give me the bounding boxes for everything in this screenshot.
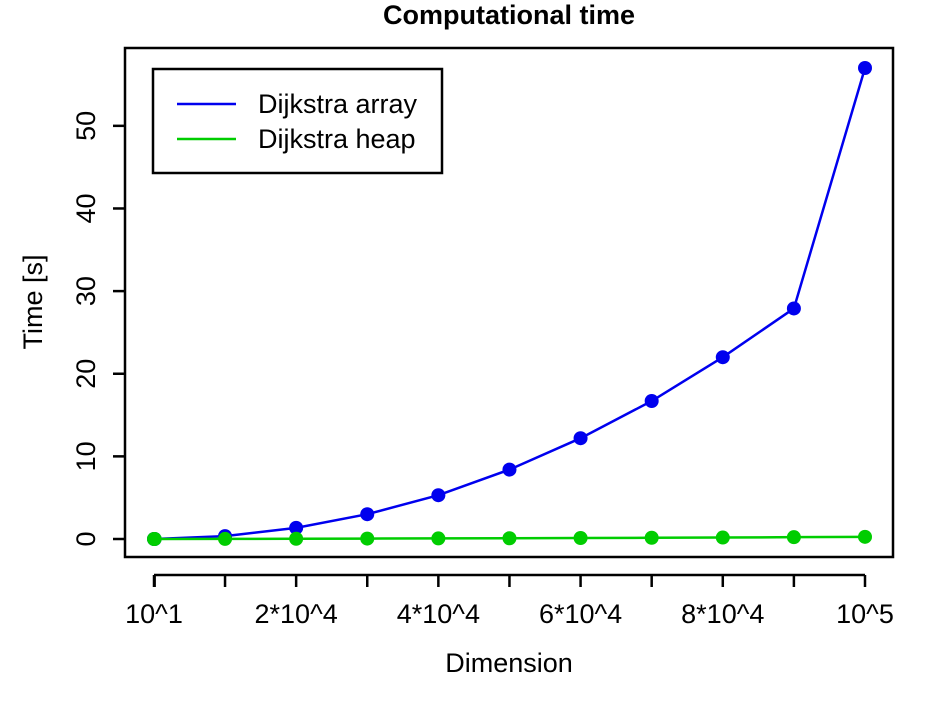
legend-box bbox=[151, 67, 444, 175]
y-axis-title: Time [s] bbox=[18, 254, 48, 349]
data-point-dijkstra-heap bbox=[431, 531, 446, 546]
series-line-dijkstra-heap bbox=[154, 535, 866, 541]
data-point-dijkstra-heap bbox=[858, 529, 872, 544]
data-point-dijkstra-heap bbox=[289, 531, 304, 546]
data-point-dijkstra-heap bbox=[573, 531, 588, 546]
data-point-dijkstra-array bbox=[360, 507, 375, 522]
data-point-dijkstra-array bbox=[431, 488, 446, 503]
y-tick-label: 0 bbox=[71, 531, 101, 546]
series-line-dijkstra-array bbox=[154, 67, 867, 541]
x-axis-title: Dimension bbox=[445, 648, 573, 678]
x-axis: 10^1 2*10^4 4*10^4 6*10^4 8*10^4 10^5 bbox=[125, 573, 894, 629]
data-point-dijkstra-heap bbox=[360, 531, 375, 546]
y-tick-label: 40 bbox=[71, 193, 101, 223]
data-point-dijkstra-heap bbox=[218, 531, 233, 546]
x-tick-label: 10^5 bbox=[836, 599, 894, 629]
data-point-dijkstra-array bbox=[858, 61, 872, 75]
data-point-dijkstra-heap bbox=[147, 532, 162, 546]
series-dijkstra-heap bbox=[147, 529, 872, 546]
data-point-dijkstra-array bbox=[644, 394, 659, 409]
x-tick-label: 6*10^4 bbox=[539, 599, 622, 629]
y-axis: 0 10 20 30 40 50 bbox=[71, 111, 125, 547]
data-point-dijkstra-heap bbox=[502, 531, 517, 546]
data-point-dijkstra-array bbox=[573, 431, 588, 446]
chart-title: Computational time bbox=[383, 0, 635, 30]
y-tick-label: 30 bbox=[71, 276, 101, 306]
plot-frame bbox=[123, 46, 895, 559]
series-layer bbox=[147, 61, 872, 546]
data-point-dijkstra-heap bbox=[644, 530, 659, 545]
data-point-dijkstra-array bbox=[289, 520, 304, 535]
legend-label-dijkstra-heap: Dijkstra heap bbox=[258, 124, 416, 154]
legend: Dijkstra array Dijkstra heap bbox=[151, 67, 444, 175]
x-tick-label: 4*10^4 bbox=[397, 599, 480, 629]
legend-label-dijkstra-array: Dijkstra array bbox=[258, 89, 418, 119]
x-tick-label: 8*10^4 bbox=[681, 599, 764, 629]
x-tick-label: 10^1 bbox=[125, 599, 183, 629]
data-point-dijkstra-heap bbox=[786, 530, 801, 545]
data-point-dijkstra-array bbox=[502, 462, 517, 477]
data-point-dijkstra-array bbox=[786, 301, 801, 316]
data-point-dijkstra-heap bbox=[715, 530, 730, 545]
x-tick-label: 2*10^4 bbox=[255, 599, 338, 629]
y-tick-label: 20 bbox=[71, 359, 101, 389]
y-tick-label: 10 bbox=[71, 441, 101, 471]
data-point-dijkstra-array bbox=[715, 350, 730, 365]
y-tick-label: 50 bbox=[71, 111, 101, 141]
